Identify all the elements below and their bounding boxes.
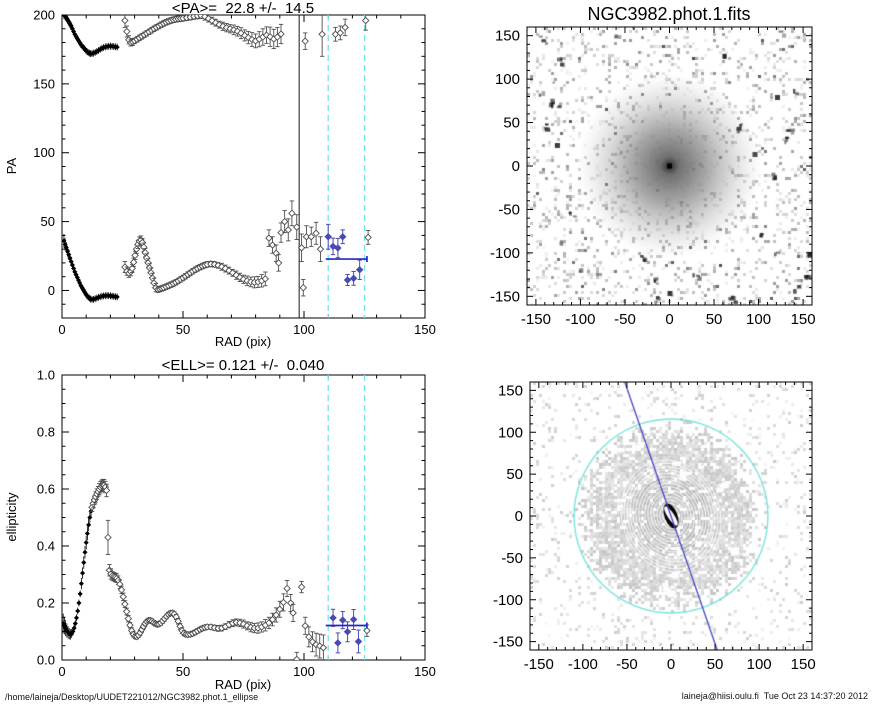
pa-plot-mean-line: [325, 256, 368, 263]
pa-plot-xlabel: RAD (pix): [215, 334, 271, 349]
svg-text:0.6: 0.6: [37, 482, 55, 497]
svg-text:-150: -150: [521, 311, 551, 328]
ell-plot-ylabel: ellipticity: [4, 492, 19, 542]
isophote-contour-image-canvas: [530, 382, 812, 650]
svg-text:150: 150: [414, 664, 436, 679]
svg-text:0.0: 0.0: [37, 653, 55, 668]
pa-plot-axes: [61, 14, 426, 319]
svg-text:200: 200: [33, 8, 55, 23]
footer-path-label: /home/laineja/Desktop/UUDET221012/NGC398…: [5, 692, 258, 702]
svg-text:50: 50: [176, 322, 190, 337]
img-bottom-axes-tick-labels: -150 -100 -50 0 50 100 150 150 100 50 0 -50 -100 -150: [493, 382, 816, 673]
fits-image-axes: -150 -100 -50 0 50 100 150 150 100 50 0 -50 -100 -150: [490, 26, 816, 328]
svg-text:150: 150: [498, 382, 523, 399]
svg-text:150: 150: [495, 28, 520, 45]
galaxy-image-canvas: [527, 27, 812, 305]
pa-plot-series-pa-mid-lower: [121, 235, 270, 294]
pa-plot-data-points: [62, 15, 372, 303]
svg-text:0.8: 0.8: [37, 425, 55, 440]
svg-text:0.2: 0.2: [37, 596, 55, 611]
ell-plot-xlabel: RAD (pix): [215, 677, 271, 692]
pa-plot-series-pa-inner-upper: [62, 15, 120, 58]
ell-plot-series-ell-peak-outer-gray: [88, 478, 328, 660]
svg-text:150: 150: [791, 656, 816, 673]
svg-text:50: 50: [41, 214, 55, 229]
pa-plot-title: <PA>= 22.8 +/- 14.5: [172, 0, 314, 17]
svg-text:-100: -100: [565, 311, 595, 328]
pa-plot-tick-labels: 0 50 100 150 0 50 100 150 200: [33, 8, 436, 338]
svg-text:1.0: 1.0: [37, 368, 55, 383]
svg-text:50: 50: [503, 115, 520, 132]
svg-text:150: 150: [33, 76, 55, 91]
svg-text:50: 50: [707, 656, 724, 673]
ell-plot-reference-lines: [327, 375, 366, 660]
svg-text:-50: -50: [501, 550, 523, 567]
pa-plot-reference-lines: [298, 15, 366, 318]
contour-image-axes: -150 -100 -50 0 50 100 150 150 100 50 0 -50 -100 -150: [493, 381, 816, 673]
svg-text:-100: -100: [493, 592, 523, 609]
fits-image-title: NGC3982.phot.1.fits: [587, 4, 750, 24]
img-bottom-axes-frame: [529, 381, 813, 651]
svg-text:-50: -50: [614, 311, 636, 328]
svg-text:0: 0: [58, 322, 65, 337]
svg-text:0: 0: [667, 656, 675, 673]
pa-plot: 0 50 100 150 0 50 100 150 200: [33, 8, 436, 338]
pa-plot-series-pa-outer-gray: [265, 15, 372, 297]
svg-text:100: 100: [747, 656, 772, 673]
svg-text:100: 100: [293, 322, 315, 337]
svg-text:150: 150: [414, 322, 436, 337]
ell-plot-tick-labels: 0 50 100 150 0.0 0.2 0.4 0.6 0.8 1.0: [37, 368, 436, 680]
svg-text:0: 0: [58, 664, 65, 679]
footer-user-timestamp-label: laineja@hiisi.oulu.fi Tue Oct 23 14:37:2…: [682, 691, 868, 701]
svg-text:150: 150: [791, 311, 816, 328]
ell-plot-data-points: [62, 478, 371, 660]
svg-text:-150: -150: [490, 288, 520, 305]
img-top-axes-frame: [526, 26, 813, 306]
svg-text:50: 50: [706, 311, 723, 328]
svg-text:-100: -100: [490, 245, 520, 262]
svg-text:100: 100: [498, 424, 523, 441]
pa-plot-ylabel: PA: [4, 157, 19, 174]
svg-text:100: 100: [293, 664, 315, 679]
svg-text:0: 0: [48, 283, 55, 298]
ell-plot-mean-line: [325, 622, 368, 629]
pa-plot-series-pa-mid-upper: [121, 15, 285, 50]
svg-text:-150: -150: [493, 634, 523, 651]
ell-plot-title: <ELL>= 0.121 +/- 0.040: [162, 357, 325, 374]
svg-text:-50: -50: [616, 656, 638, 673]
svg-text:100: 100: [746, 311, 771, 328]
svg-text:50: 50: [506, 466, 523, 483]
svg-text:0: 0: [512, 158, 520, 175]
svg-text:100: 100: [495, 71, 520, 88]
img-top-axes-tick-labels: -150 -100 -50 0 50 100 150 150 100 50 0 -50 -100 -150: [490, 28, 816, 328]
pa-plot-series-pa-inner-lower: [62, 233, 120, 303]
svg-text:-150: -150: [524, 656, 554, 673]
ell-plot-series-ell-inner-dense: [62, 506, 94, 640]
svg-text:50: 50: [176, 664, 190, 679]
pa-plot-series-pa-fit-range-blue: [324, 223, 364, 286]
svg-text:-50: -50: [498, 201, 520, 218]
svg-text:100: 100: [33, 145, 55, 160]
svg-text:0: 0: [665, 311, 673, 328]
svg-text:-100: -100: [568, 656, 598, 673]
ell-plot: 0 50 100 150 0.0 0.2 0.4 0.6 0.8 1.0: [37, 368, 436, 680]
ell-plot-series-ell-fit-range-blue: [329, 608, 363, 654]
svg-text:0.4: 0.4: [37, 539, 55, 554]
ell-plot-axes: [61, 374, 426, 661]
svg-text:0: 0: [515, 508, 523, 525]
